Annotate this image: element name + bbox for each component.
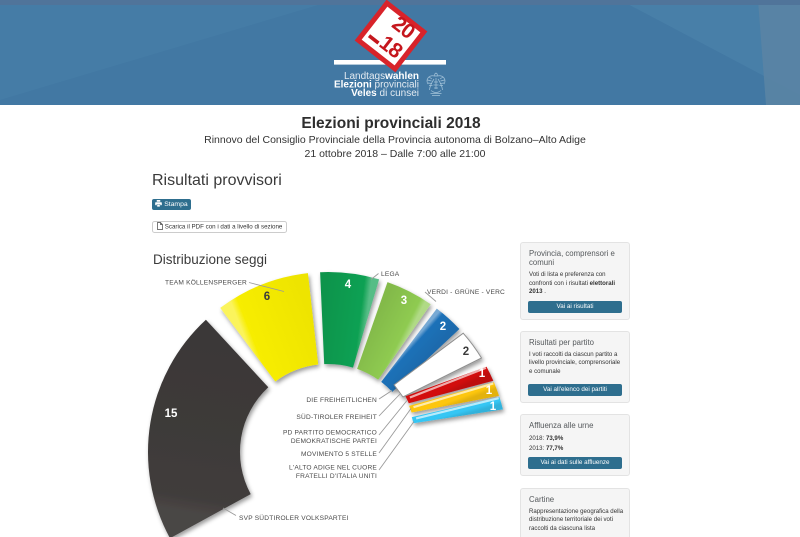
svg-text:L'ALTO ADIGE NEL CUORE: L'ALTO ADIGE NEL CUORE — [289, 465, 377, 472]
svg-text:6: 6 — [264, 291, 270, 303]
svg-text:MOVIMENTO 5 STELLE: MOVIMENTO 5 STELLE — [301, 451, 377, 458]
svg-text:DEMOKRATISCHE PARTEI: DEMOKRATISCHE PARTEI — [291, 438, 377, 445]
svg-text:1: 1 — [490, 401, 497, 413]
svg-text:1: 1 — [479, 368, 486, 380]
svg-text:15: 15 — [165, 408, 178, 420]
svg-text:FRATELLI D'ITALIA UNITI: FRATELLI D'ITALIA UNITI — [296, 473, 377, 480]
svg-text:PD PARTITO DEMOCRATICO: PD PARTITO DEMOCRATICO — [283, 430, 377, 437]
svg-text:4: 4 — [345, 279, 352, 291]
svg-text:TEAM KÖLLENSPERGER: TEAM KÖLLENSPERGER — [165, 279, 247, 287]
svg-text:Landtagswahlen: Landtagswahlen — [344, 71, 419, 82]
svg-text:Veles di cunsei: Veles di cunsei — [351, 88, 419, 99]
svg-text:3: 3 — [401, 295, 407, 307]
svg-text:SÜD-TIROLER FREIHEIT: SÜD-TIROLER FREIHEIT — [296, 413, 377, 421]
svg-text:SVP SÜDTIROLER VOLKSPARTEI: SVP SÜDTIROLER VOLKSPARTEI — [239, 514, 349, 522]
svg-text:LEGA: LEGA — [381, 271, 400, 278]
svg-text:2: 2 — [440, 321, 446, 333]
svg-text:VERDI - GRÜNE - VERC: VERDI - GRÜNE - VERC — [427, 288, 505, 296]
svg-text:Elezioni provinciali: Elezioni provinciali — [334, 80, 419, 91]
svg-text:2: 2 — [463, 346, 469, 358]
svg-text:1: 1 — [486, 385, 493, 397]
svg-text:DIE FREIHEITLICHEN: DIE FREIHEITLICHEN — [306, 397, 377, 404]
